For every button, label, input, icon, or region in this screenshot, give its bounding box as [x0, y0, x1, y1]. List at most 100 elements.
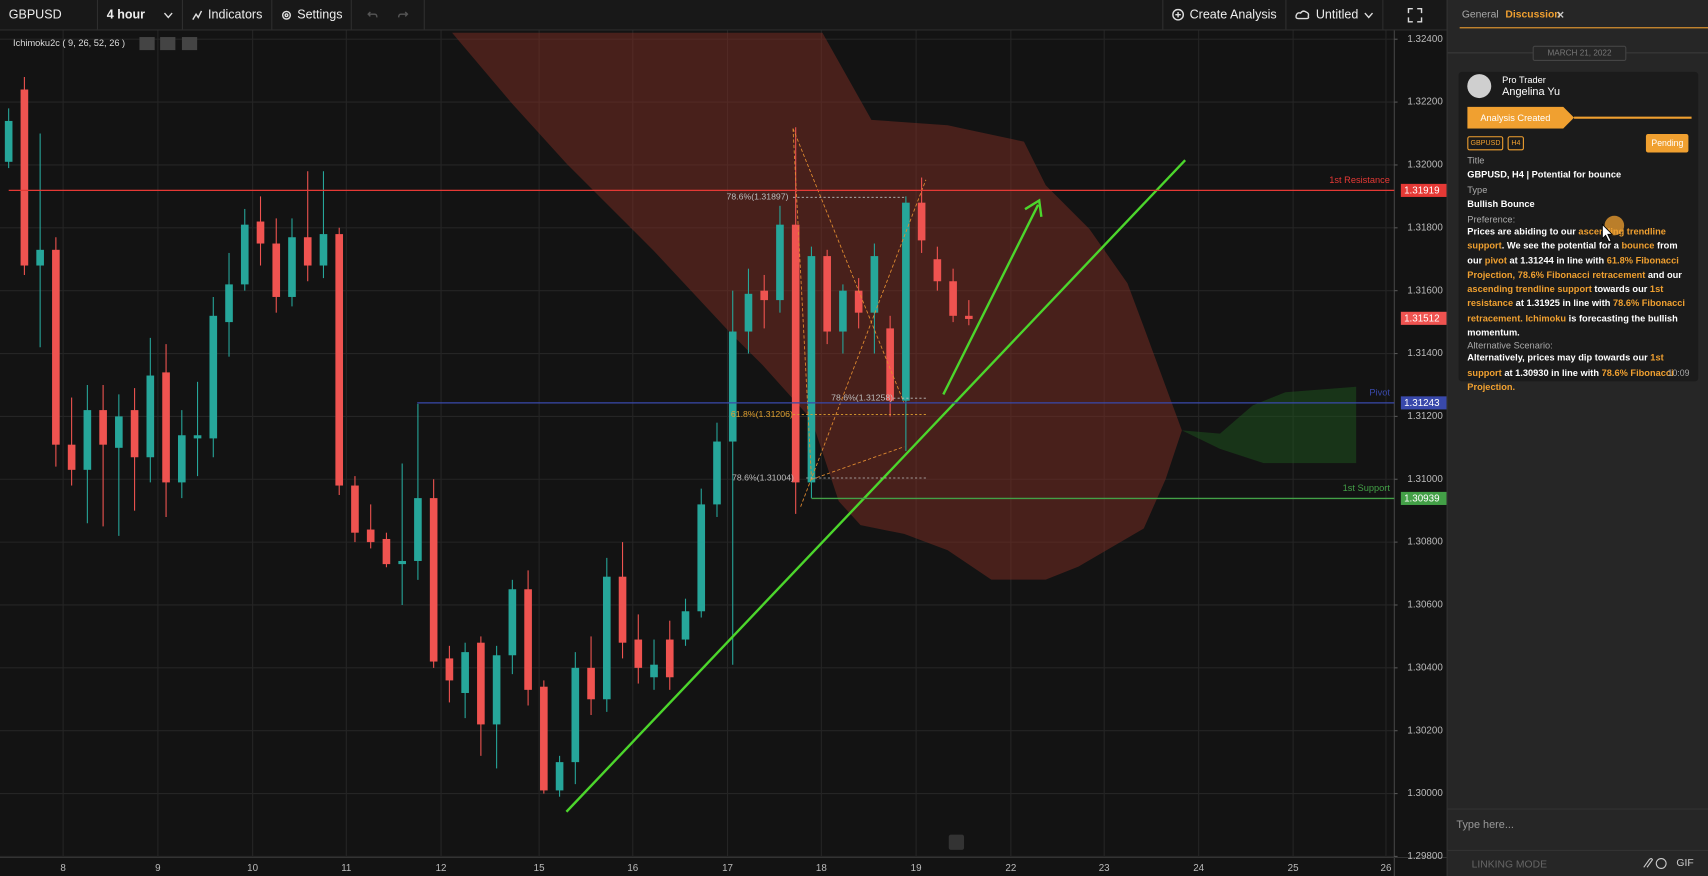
tab-underline	[1459, 27, 1708, 29]
highlight: 78.6% Fibonacci Projection.	[1467, 366, 1674, 393]
state[interactable]: Pending	[1645, 134, 1689, 153]
settings[interactable]: Settings	[272, 0, 353, 30]
candle-body	[83, 410, 92, 470]
tab[interactable]: General	[1461, 8, 1499, 21]
x-tick-label: 8	[60, 863, 66, 874]
input-rule	[1447, 808, 1708, 810]
undo-redo	[352, 0, 426, 30]
candle-body	[366, 529, 375, 543]
candle-body	[398, 560, 406, 565]
x-tick-label: 26	[1381, 863, 1392, 874]
text: and our	[1645, 269, 1682, 280]
candle-body	[382, 538, 391, 565]
indicators[interactable]: Indicators	[183, 0, 273, 30]
candle-body	[4, 120, 13, 162]
fib-leg	[800, 179, 927, 507]
redo[interactable]	[398, 10, 409, 19]
footer-icons	[1643, 858, 1667, 869]
candle-body	[917, 202, 926, 241]
candle-body	[540, 686, 548, 791]
role: Pro Trader	[1502, 74, 1546, 85]
highlight: 1st resistance	[1467, 283, 1664, 309]
arrow-head	[1024, 198, 1043, 217]
candle-body	[854, 290, 863, 313]
trendline	[565, 159, 1187, 813]
undo[interactable]	[367, 10, 379, 19]
candle-body	[20, 89, 29, 266]
settings-button[interactable]	[160, 37, 176, 51]
y-tick-label: 1.31800	[1407, 222, 1443, 233]
file[interactable]: Untitled	[1286, 0, 1384, 30]
price-badge-label: 1.31512	[1404, 313, 1439, 324]
candle-body	[949, 281, 957, 316]
label: Preference:	[1467, 213, 1516, 225]
candle-body	[870, 256, 879, 313]
y-tick-label: 1.30400	[1407, 662, 1443, 673]
candle-body	[776, 224, 784, 301]
create-analysis[interactable]: Create Analysis	[1162, 0, 1287, 30]
price-badge	[1400, 396, 1447, 410]
x-tick-label: 25	[1288, 863, 1299, 874]
candle-body	[99, 410, 107, 445]
text: towards our	[1591, 283, 1650, 295]
price-badge-label: 1.31243	[1404, 398, 1440, 409]
message-input[interactable]: Type here...	[1456, 819, 1514, 832]
level-name: 1st Resistance	[1329, 175, 1390, 185]
candle-body	[697, 504, 706, 612]
interval[interactable]: 4 hour	[98, 0, 184, 30]
candle-body	[130, 410, 139, 458]
tag: GBPUSD	[1467, 136, 1504, 151]
candle-body	[52, 249, 60, 445]
ichimoku-cloud	[452, 32, 1182, 580]
chart: Ichimoku2c ( 9, 26, 52, 26 ) 1.32400 1.32…	[0, 30, 1447, 876]
candle-body	[602, 576, 611, 700]
tag: H4	[1508, 136, 1524, 151]
ichimoku-cloud-bull	[1181, 386, 1357, 464]
text: Prices are abiding to our	[1467, 225, 1579, 237]
icon	[192, 10, 203, 20]
price-badge	[1400, 183, 1447, 197]
x-tick-label: 11	[341, 863, 351, 874]
fullscreen[interactable]	[1383, 0, 1446, 29]
symbol[interactable]: GBPUSD	[0, 0, 99, 30]
linking-mode[interactable]: LINKING MODE	[1471, 858, 1547, 871]
candle-body	[146, 375, 155, 458]
y-tick-label: 1.32000	[1407, 160, 1443, 171]
highlight: 61.8% Fibonacci Projection, 78.6% Fibona…	[1467, 254, 1679, 280]
candle-body	[492, 655, 501, 725]
date: MARCH 21, 2022	[1532, 45, 1627, 62]
x-tick-label: 15	[534, 863, 545, 874]
y-tick-label: 1.30600	[1407, 600, 1443, 611]
level-name: 1st Support	[1343, 483, 1391, 493]
y-tick-label: 1.32200	[1407, 97, 1443, 108]
text: Alternatively, prices may dip towards ou…	[1467, 352, 1651, 364]
status: Analysis Created	[1480, 112, 1551, 124]
toolbar: GBPUSD 4 hour Indicators Settings Create…	[0, 0, 1447, 31]
emoji-icon[interactable]	[1655, 858, 1667, 869]
y-tick-label: 1.30200	[1407, 725, 1443, 736]
candle-body	[791, 224, 800, 483]
highlight: pivot	[1484, 254, 1507, 266]
gif-button[interactable]: GIF	[1676, 857, 1694, 870]
candle-body	[933, 259, 942, 282]
price-badge	[1400, 311, 1447, 325]
candle-body	[414, 498, 422, 561]
tab-active[interactable]: Discussion	[1505, 8, 1561, 21]
alternative: Alternatively, prices may dip towards ou…	[1467, 351, 1691, 394]
candle-body	[351, 485, 359, 533]
candle-body	[256, 221, 265, 244]
x-tick-label: 22	[1005, 863, 1016, 874]
y-tick-label: 1.29800	[1407, 851, 1443, 862]
close-tab[interactable]	[1557, 11, 1565, 19]
attach-icon[interactable]	[1643, 858, 1654, 868]
x-tick-label: 16	[627, 863, 638, 874]
eye-button[interactable]	[139, 37, 155, 51]
y-tick-label: 1.31400	[1407, 348, 1443, 359]
file-text: Untitled	[1315, 8, 1359, 22]
chevron	[1364, 12, 1374, 18]
candle-body	[555, 762, 564, 791]
hint-button[interactable]	[948, 834, 965, 850]
candle-body	[303, 237, 312, 266]
delete-button[interactable]	[181, 37, 198, 51]
